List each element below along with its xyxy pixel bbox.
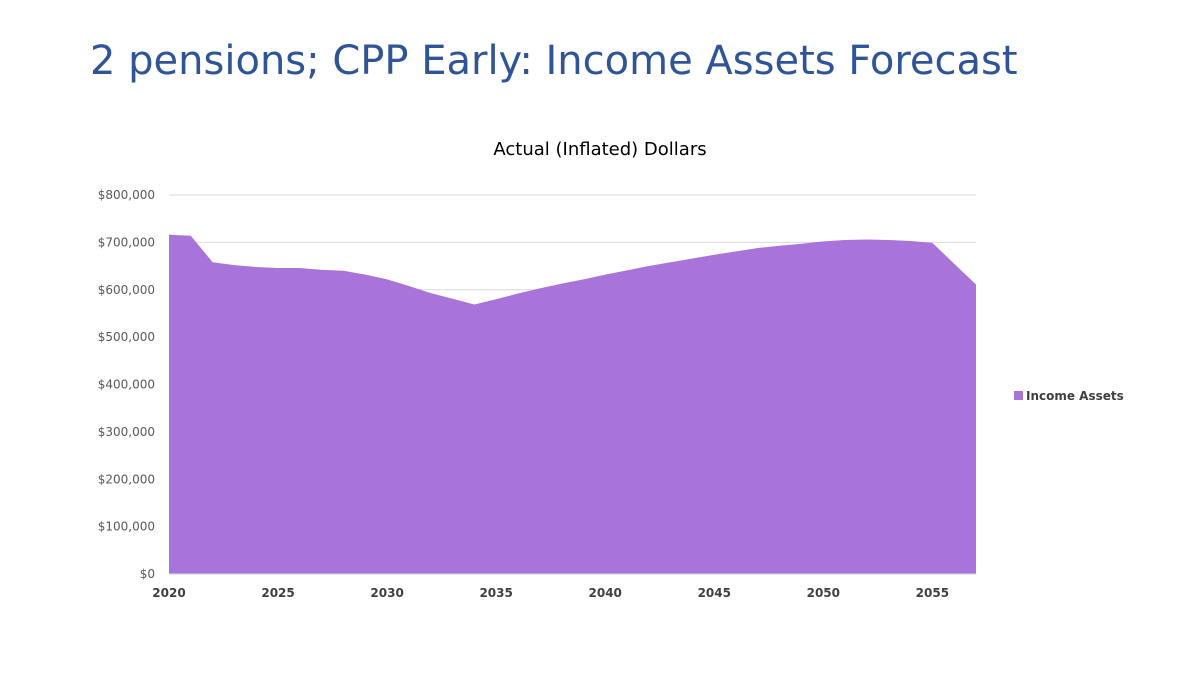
legend-swatch bbox=[1014, 391, 1023, 400]
chart-title: Actual (Inflated) Dollars bbox=[493, 139, 706, 160]
x-tick-label: 2020 bbox=[152, 586, 185, 600]
x-tick-label: 2045 bbox=[698, 586, 731, 600]
y-tick-label: $300,000 bbox=[98, 425, 155, 439]
x-tick-label: 2030 bbox=[370, 586, 403, 600]
y-tick-label: $200,000 bbox=[98, 472, 155, 486]
y-tick-label: $100,000 bbox=[98, 520, 155, 534]
y-tick-label: $600,000 bbox=[98, 283, 155, 297]
x-tick-label: 2040 bbox=[589, 586, 622, 600]
slide-title: 2 pensions; CPP Early: Income Assets For… bbox=[90, 38, 1018, 84]
x-tick-label: 2050 bbox=[807, 586, 840, 600]
x-tick-label: 2025 bbox=[261, 586, 294, 600]
x-tick-labels: 2020 2025 2030 2035 2040 2045 2050 2055 bbox=[152, 586, 949, 600]
y-tick-label: $500,000 bbox=[98, 330, 155, 344]
y-tick-label: $0 bbox=[140, 567, 155, 581]
y-tick-label: $800,000 bbox=[98, 188, 155, 202]
legend: Income Assets bbox=[1014, 389, 1124, 403]
y-tick-labels: $0 $100,000 $200,000 $300,000 $400,000 $500,0… bbox=[98, 188, 155, 581]
area-series bbox=[169, 234, 976, 575]
x-tick-label: 2035 bbox=[479, 586, 512, 600]
legend-label: Income Assets bbox=[1026, 389, 1124, 403]
y-tick-label: $400,000 bbox=[98, 378, 155, 392]
area-series-income-assets bbox=[169, 234, 976, 575]
x-tick-label: 2055 bbox=[916, 586, 949, 600]
y-tick-label: $700,000 bbox=[98, 235, 155, 249]
